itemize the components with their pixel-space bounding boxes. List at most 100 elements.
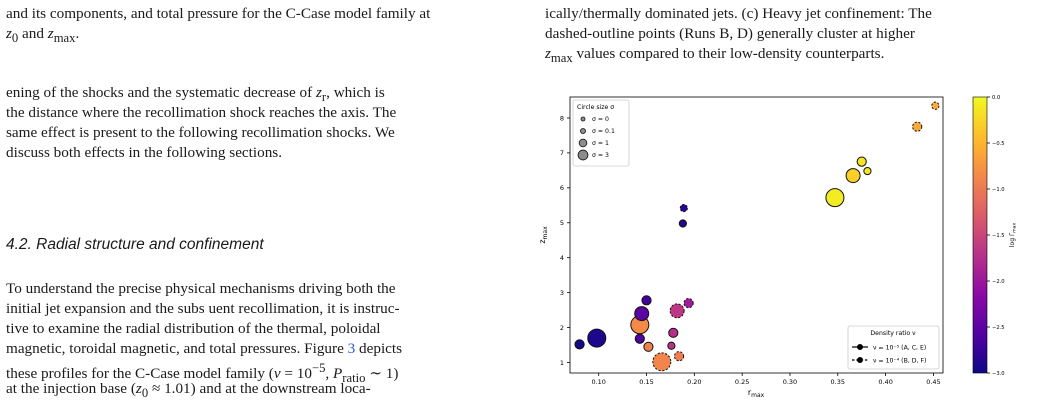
z-symbol: z [47,25,54,42]
caption-tail-line-1: and its components, and total pressure f… [6,4,430,24]
para2-text: ∼ 1) [365,365,399,383]
density-legend-box [847,325,940,370]
scatter-point [856,156,867,167]
para1-text: , which is [326,84,385,101]
colorbar-tick-label: −3.0 [992,371,1005,377]
y-tick-label: 7 [560,149,564,157]
para2-line-5: these profiles for the C-Case model fami… [6,359,398,389]
p-symbol: P [333,365,343,383]
z-symbol: z [6,25,12,42]
y-tick-label: 6 [560,184,564,192]
y-axis-label-sub: max [542,226,549,240]
para2-text: these profiles for the C-Case model fami… [6,365,274,383]
scatter-point [641,295,652,306]
subscript-max: max [53,31,76,46]
size-legend-label: σ = 1 [592,140,609,147]
caption-tail-text: and its components, and total pressure f… [6,5,431,22]
scatter-point [845,168,861,184]
scatter-point-dashed [931,101,940,110]
subscript-r: r [321,90,327,105]
para2-text: magnetic, toroidal magnetic, and total p… [6,340,348,357]
x-axis-label: rmax [748,388,765,399]
para1-text: ening of the shocks and the systematic d… [6,84,316,101]
colorbar-tick-label: −1.5 [992,233,1005,239]
colorbar-ticks: 0.0 −0.5 −1.0 −1.5 −2.0 −2.5 −3.0 [987,95,1005,377]
density-legend-title: Density ratio ν [870,330,916,337]
scatter-figure: 0.10 0.15 0.20 0.25 0.30 0.35 0.40 0.45 1 2 3 4 5 6 7… [538,95,1018,399]
colorbar-gradient [972,96,988,374]
x-axis-label-sub: max [751,392,765,399]
x-tick-label: 0.10 [591,378,605,386]
scatter-point-dashed [652,352,672,372]
size-legend-marker [578,138,588,148]
colorbar-tick-label: −2.0 [992,279,1005,285]
para1-line-1: ening of the shocks and the systematic d… [6,83,385,108]
superscript-exp: −5 [311,361,326,375]
z-symbol: z [135,380,142,397]
colorbar-tick-label: −0.5 [992,141,1005,147]
y-tick-label: 5 [560,219,564,227]
para1-line-2: the distance where the recollimation sho… [6,104,397,121]
para2-text: at the injection base ( [6,380,136,397]
para2-text: depicts [355,340,403,357]
caption-and: and [18,25,48,42]
para2-text: ≈ 1.01) and at the downstream loca- [148,380,371,397]
density-legend: Density ratio ν ν = 10⁻⁵ (A, C, E) ν = 1… [847,325,940,370]
scatter-point [668,327,679,338]
x-axis-label-main: r [748,388,752,397]
scatter-point [643,341,654,352]
scatter-point-dashed [683,298,694,309]
size-legend-entries: σ = 0 σ = 0.1 σ = 1 σ = 3 [577,116,615,161]
para2-line-3: tive to examine the radial distribution … [6,320,381,337]
para2-line-6: at the injection base (z0 ≈ 1.01) and at… [6,379,371,404]
para2-line-2: initial jet expansion and the subs uent … [6,300,400,317]
para2-line-1: To understand the precise physical mecha… [6,280,396,297]
x-tick-label: 0.35 [831,378,845,386]
section-title: 4.2. Radial structure and confinement [6,236,264,253]
size-legend-label: σ = 0.1 [592,128,615,135]
size-legend: Circle size σ σ = 0 σ = 0.1 σ = 1 σ = 3 [572,99,630,167]
x-tick-label: 0.40 [878,378,892,386]
colorbar-tick-label: −2.5 [992,325,1005,331]
x-tick-label: 0.20 [687,378,701,386]
colorbar-label: log Γmax [1009,223,1018,248]
size-legend-marker [580,116,586,122]
y-axis-ticks: 1 2 3 4 5 6 7 8 [560,114,570,367]
figure-3-link[interactable]: 3 [347,340,356,357]
scatter-point-dashed [673,351,685,362]
y-tick-label: 1 [560,359,564,367]
colorbar-tick-label: 0.0 [992,95,1000,101]
legend-solid-marker [857,344,863,350]
scatter-point-dashed [679,203,688,213]
scatter-point [587,328,607,348]
x-axis-ticks: 0.10 0.15 0.20 0.25 0.30 0.35 0.40 0.45 [591,373,941,386]
legend-solid-label: ν = 10⁻⁵ (A, C, E) [873,345,926,352]
scatter-point-dashed [912,121,923,132]
colorbar-label-main: log Γ [1009,232,1016,247]
x-tick-label: 0.15 [639,378,653,386]
scatter-point-dashed [669,303,685,319]
data-points [574,101,940,372]
para1-line-4: discuss both effects in the following se… [6,144,283,161]
size-legend-box [572,99,630,167]
z-symbol: z [315,84,322,101]
right-text-line-1: ically/thermally dominated jets. (c) Hea… [545,5,932,22]
scatter-point [678,219,687,228]
x-tick-label: 0.30 [783,378,797,386]
y-axis-label: zmax [538,226,549,244]
y-tick-label: 8 [560,114,564,122]
size-legend-marker [577,149,589,161]
legend-dashed-label: ν = 10⁻⁴ (B, D, F) [873,358,926,365]
legend-dashed-marker [857,357,863,363]
subscript-max: max [550,51,573,66]
size-legend-label: σ = 3 [592,152,609,159]
scatter-point [634,333,645,344]
subscript-ratio: ratio [342,371,366,386]
para2-text: , [325,365,333,383]
subscript-0: 0 [11,31,19,46]
scatter-point [825,188,845,208]
scatter-point [634,306,650,322]
y-tick-label: 4 [560,254,564,262]
para2-line-4: magnetic, toroidal magnetic, and total p… [6,339,402,359]
para2-text: = 10 [280,365,312,383]
